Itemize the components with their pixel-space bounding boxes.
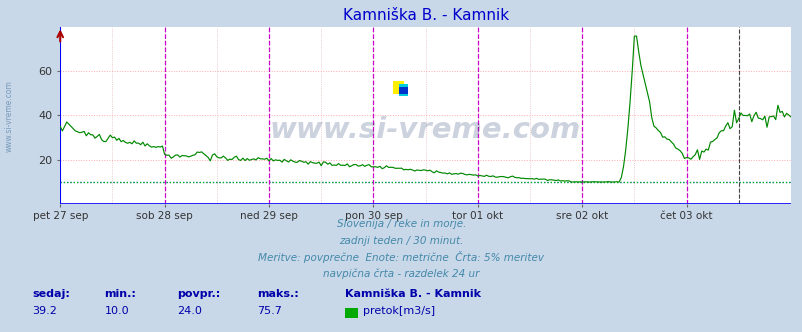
Text: navpična črta - razdelek 24 ur: navpična črta - razdelek 24 ur	[323, 269, 479, 279]
FancyBboxPatch shape	[399, 87, 407, 94]
Text: Slovenija / reke in morje.: Slovenija / reke in morje.	[336, 219, 466, 229]
Text: min.:: min.:	[104, 289, 136, 299]
Text: 24.0: 24.0	[176, 306, 201, 316]
Text: www.si-vreme.com: www.si-vreme.com	[5, 80, 14, 152]
FancyBboxPatch shape	[392, 81, 403, 94]
Text: pretok[m3/s]: pretok[m3/s]	[363, 306, 435, 316]
Text: Kamniška B. - Kamnik: Kamniška B. - Kamnik	[345, 289, 480, 299]
Text: maks.:: maks.:	[257, 289, 298, 299]
Text: sedaj:: sedaj:	[32, 289, 70, 299]
Text: Meritve: povprečne  Enote: metrične  Črta: 5% meritev: Meritve: povprečne Enote: metrične Črta:…	[258, 251, 544, 263]
FancyBboxPatch shape	[399, 84, 407, 96]
Text: 10.0: 10.0	[104, 306, 129, 316]
Title: Kamniška B. - Kamnik: Kamniška B. - Kamnik	[342, 8, 508, 23]
Text: povpr.:: povpr.:	[176, 289, 220, 299]
Text: 39.2: 39.2	[32, 306, 57, 316]
Text: www.si-vreme.com: www.si-vreme.com	[269, 116, 581, 143]
Text: zadnji teden / 30 minut.: zadnji teden / 30 minut.	[339, 236, 463, 246]
Text: 75.7: 75.7	[257, 306, 282, 316]
